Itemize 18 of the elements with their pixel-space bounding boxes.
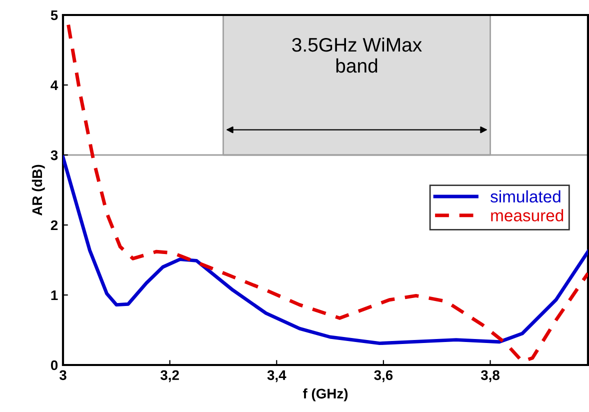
x-tick-label: 3,4 <box>267 370 286 382</box>
y-tick-label: 3 <box>50 150 58 160</box>
x-tick-label: 3,8 <box>480 370 500 382</box>
x-tick-label: 3 <box>59 370 66 380</box>
line-series <box>66 23 588 364</box>
y-tick-label: 5 <box>50 10 58 20</box>
line-series <box>63 155 588 346</box>
y-tick-label: 1 <box>51 290 58 300</box>
y-axis-title: AR (dB) <box>32 164 45 216</box>
legend-label: measured <box>491 209 564 222</box>
y-tick-label: 2 <box>50 220 58 230</box>
x-tick-label: 3,6 <box>374 370 393 382</box>
legend-label: simulated <box>490 190 560 203</box>
x-tick-label: 3,2 <box>160 370 179 382</box>
y-tick-label: 0 <box>50 360 58 370</box>
x-axis-title: f (GHz) <box>302 388 348 402</box>
y-tick-label: 4 <box>50 80 58 90</box>
band-label: 3.5GHz WiMax band <box>292 37 422 73</box>
